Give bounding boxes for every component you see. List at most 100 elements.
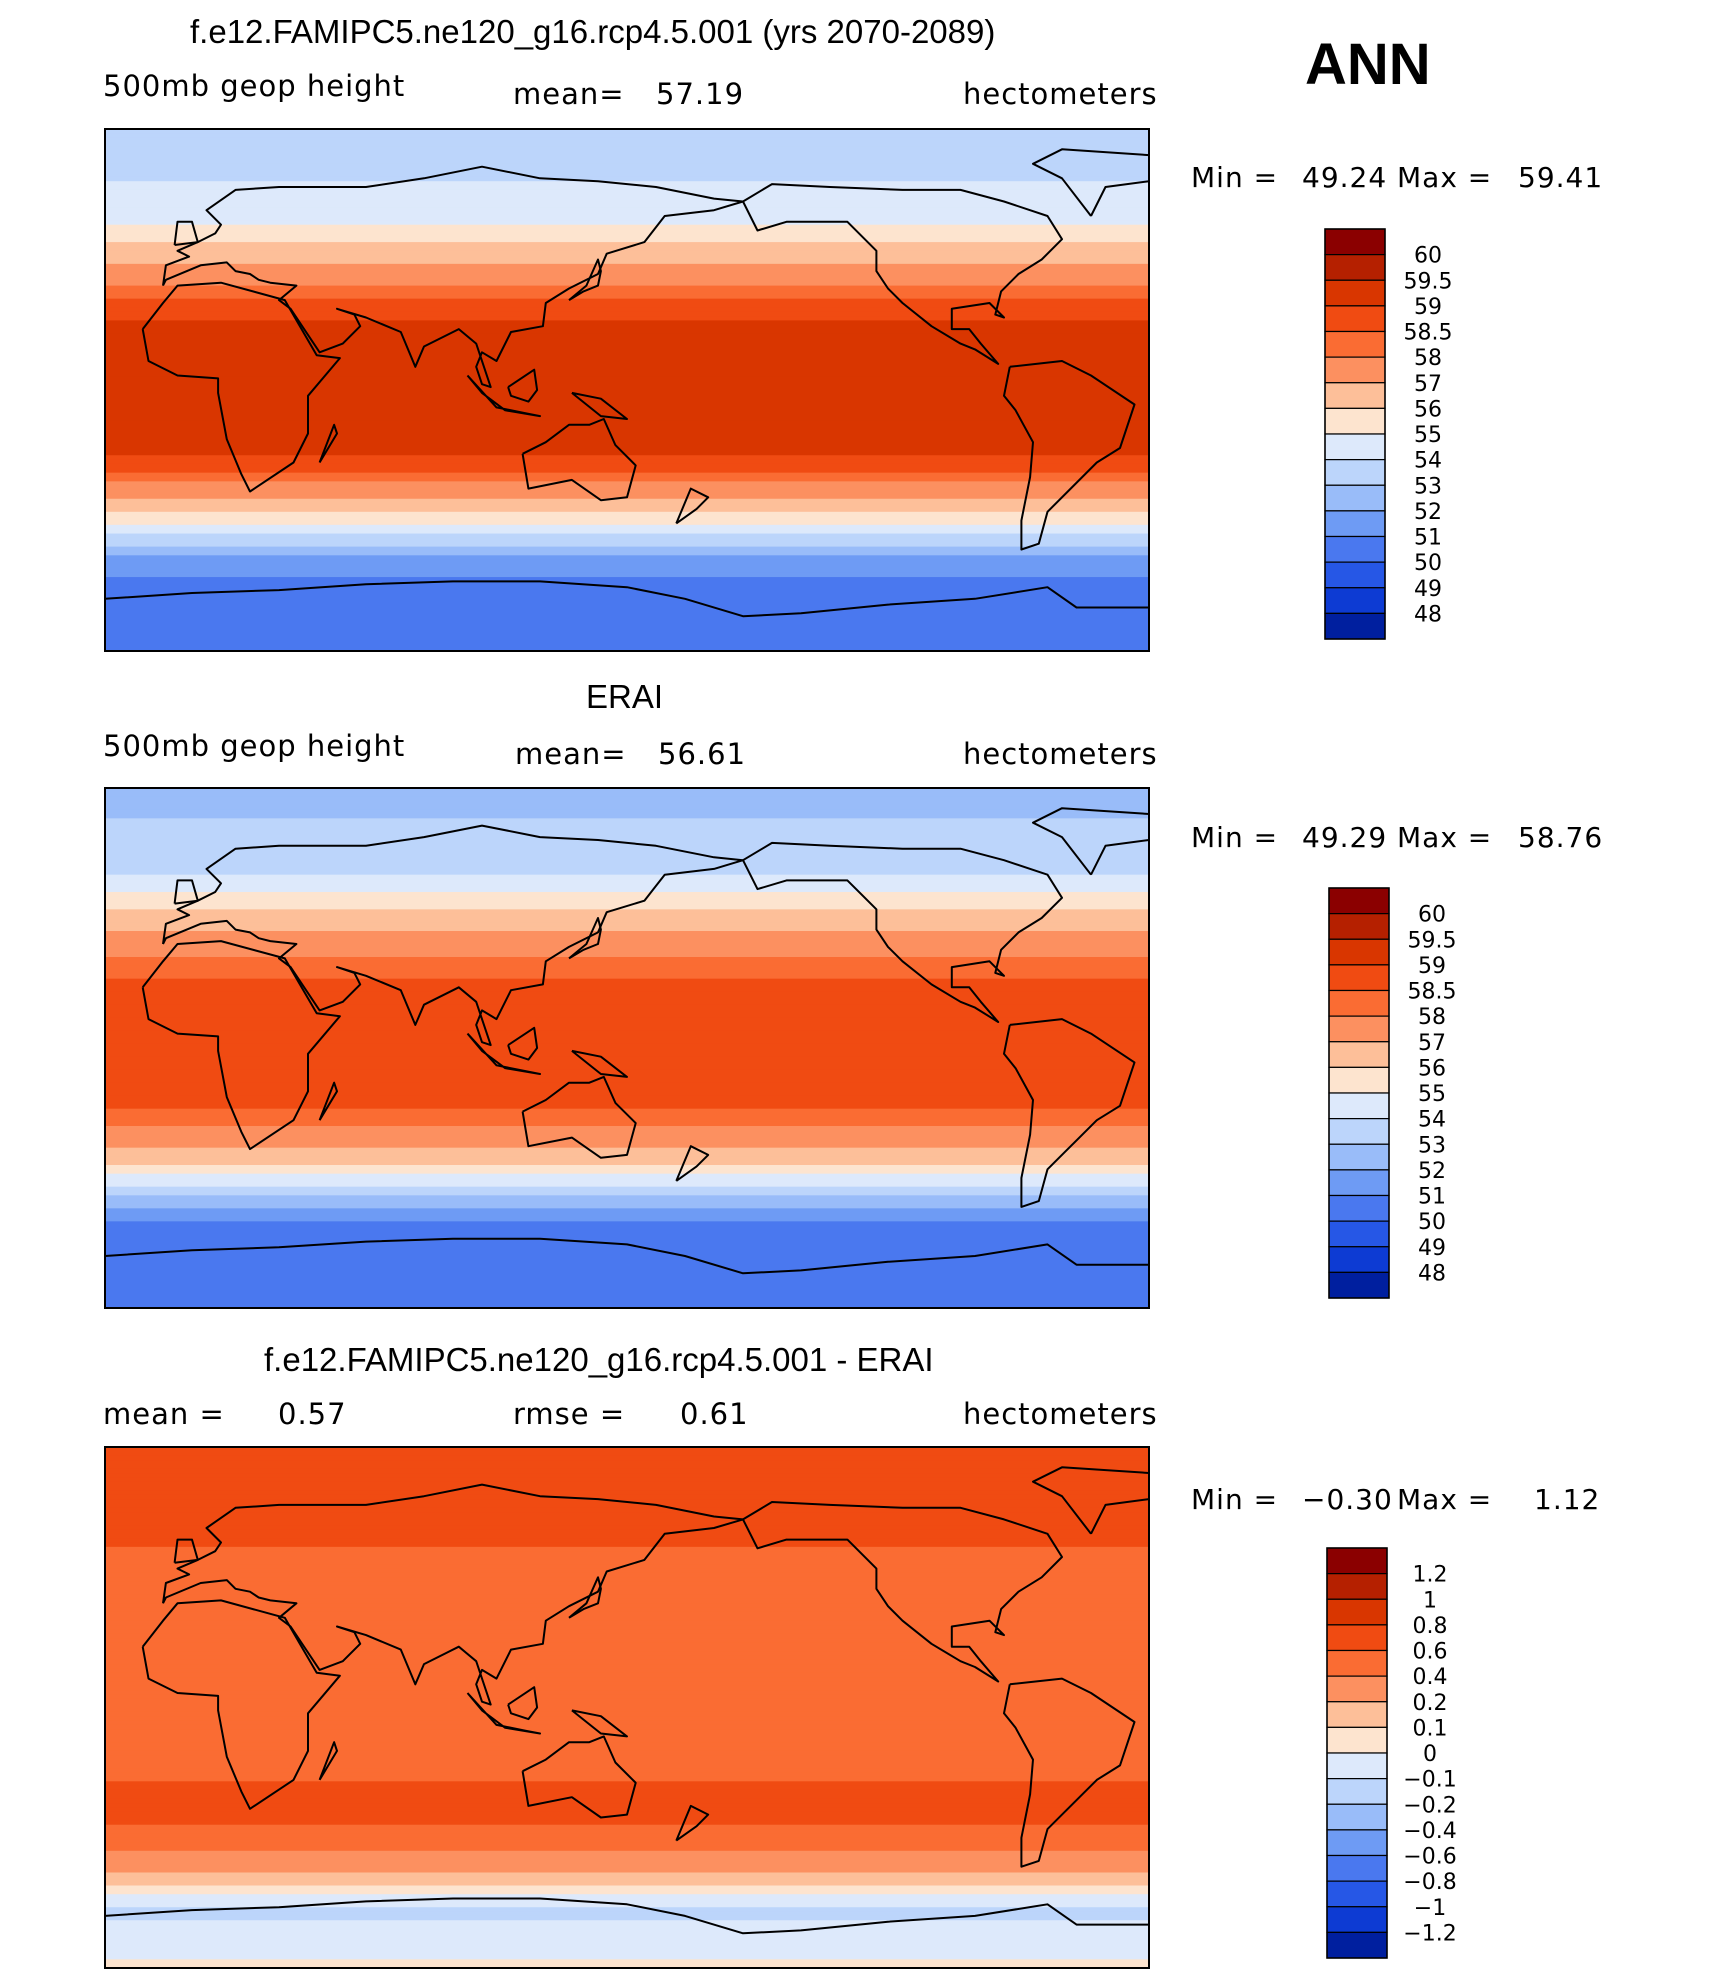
field-band [105,1212,1149,1218]
field-band [105,163,1149,169]
field-band [105,1256,1149,1261]
field-band [105,1776,1149,1782]
field-band [105,342,1149,348]
field-band [105,350,1149,356]
field-band [105,1855,1149,1861]
field-band [105,1464,1149,1470]
field-band [105,1243,1149,1248]
field-band [105,866,1149,871]
colorbar-box [1326,1778,1388,1805]
field-band [105,1655,1149,1661]
colorbar-box [1326,1803,1388,1831]
field-band [105,1837,1149,1843]
field-band [105,1273,1149,1279]
field-band [105,294,1149,300]
field-band [105,1056,1149,1062]
field-band [105,1850,1149,1856]
coastline [568,917,602,960]
field-band [105,1742,1149,1748]
field-band [105,900,1149,906]
field-band [105,1004,1149,1010]
coastline [162,1483,744,1706]
coastline [318,1081,338,1121]
field-band [105,1299,1149,1305]
field-band [105,276,1149,282]
colorbar-tick-label: 60 [1414,244,1442,269]
panel-2-title: ERAI [586,678,664,715]
colorbar-box [1324,356,1386,384]
field-band [105,1169,1149,1175]
panel-3-mean-label: mean = [103,1397,225,1431]
panel-2-mean-value: 56.61 [658,737,747,771]
field-band [105,568,1149,574]
field-band [105,1143,1149,1149]
field-band [105,324,1149,330]
field-band [105,991,1149,997]
colorbar-box [1328,1220,1390,1248]
field-band [105,1282,1149,1287]
field-band [105,1247,1149,1253]
field-band [105,1781,1149,1787]
field-band [105,944,1149,949]
field-band [105,376,1149,382]
field-band [105,1846,1149,1852]
field-band [105,1095,1149,1101]
field-band [105,559,1149,565]
coastline [742,183,1063,365]
field-band [105,1104,1149,1110]
panel-1-min-label: Min = [1191,161,1279,194]
field-band [105,961,1149,967]
field-band [105,1238,1149,1244]
field-band [105,1950,1149,1956]
field-band [105,996,1149,1001]
field-band [105,1876,1149,1882]
colorbar-box [1328,1015,1390,1043]
field-band [105,1069,1149,1075]
field-band [105,477,1149,482]
field-band [105,1134,1149,1140]
field-band [105,1186,1149,1192]
panel-1-max-value: 59.41 [1518,161,1604,194]
field-band [105,1768,1149,1774]
field-band [105,1707,1149,1713]
field-band [105,555,1149,561]
field-band [105,909,1149,915]
colorbar-tick-label: 56 [1414,397,1442,422]
field-band [105,390,1149,395]
colorbar-box [1328,887,1390,915]
colorbar-tick-label: 0 [1423,1742,1437,1767]
coastline [571,1049,628,1078]
field-band [105,537,1149,543]
field-band [105,1629,1149,1635]
field-band [105,468,1149,474]
panel-3-units: hectometers [963,1397,1158,1431]
field-band [105,1842,1149,1848]
colorbar-box [1328,938,1390,966]
field-band [105,827,1149,832]
field-band [105,987,1149,993]
field-band [105,870,1149,876]
coastline [141,1599,341,1810]
colorbar-box [1328,1169,1390,1197]
coastline [466,1032,541,1075]
coastline [105,1237,1149,1275]
field-band [105,1672,1149,1678]
field-band [105,1100,1149,1105]
field-band [105,137,1149,143]
field-band [105,172,1149,178]
field-band [105,978,1149,984]
field-band [105,637,1149,643]
colorbar-box [1324,433,1386,461]
field-band [105,242,1149,248]
field-band [105,1221,1149,1227]
coastline [571,391,628,420]
field-band [105,1490,1149,1496]
field-band [105,1564,1149,1570]
field-band [105,1794,1149,1800]
field-band [105,1061,1149,1066]
field-band [105,1746,1149,1752]
field-band [105,463,1149,469]
coastline [742,841,1063,1023]
field-band [105,320,1149,326]
